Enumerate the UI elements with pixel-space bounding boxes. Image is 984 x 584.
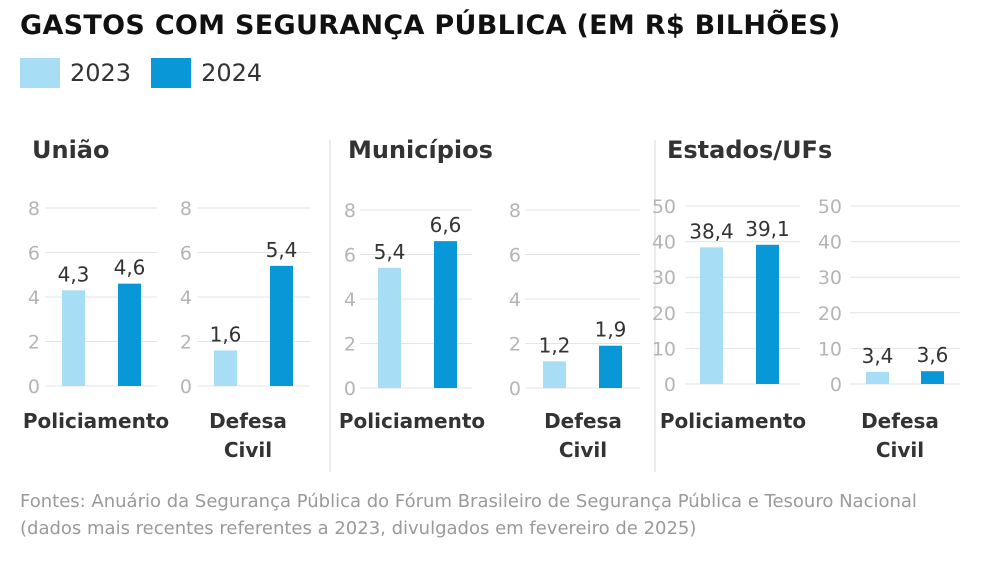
y-tick-label: 20 xyxy=(818,303,842,325)
bar-2023 xyxy=(378,267,401,388)
category-label: Defesa xyxy=(544,409,622,433)
data-label: 5,4 xyxy=(374,240,406,264)
data-label: 4,6 xyxy=(114,256,146,280)
y-tick-label: 4 xyxy=(28,287,40,309)
y-tick-label: 0 xyxy=(830,374,842,396)
y-tick-label: 6 xyxy=(509,245,521,267)
y-tick-label: 30 xyxy=(652,267,676,289)
y-tick-label: 6 xyxy=(180,243,192,265)
bar-2024 xyxy=(118,283,141,386)
group-title-municipios: Municípios xyxy=(348,136,493,164)
legend-item-2024: 2024 xyxy=(151,58,262,88)
category-label: Policiamento xyxy=(660,409,806,433)
legend: 2023 2024 xyxy=(20,58,282,88)
y-tick-label: 50 xyxy=(652,196,676,218)
bar-2024 xyxy=(599,345,622,388)
bar-2024 xyxy=(434,241,457,388)
y-tick-label: 50 xyxy=(818,196,842,218)
bar-2024 xyxy=(921,371,944,384)
legend-item-2023: 2023 xyxy=(20,58,131,88)
category-label: Civil xyxy=(559,438,607,462)
legend-swatch-2024 xyxy=(151,58,192,88)
y-tick-label: 0 xyxy=(344,378,356,400)
group-title-uniao: União xyxy=(32,136,110,164)
y-tick-label: 2 xyxy=(509,334,521,356)
category-label: Civil xyxy=(224,438,272,462)
y-tick-label: 10 xyxy=(818,338,842,360)
data-label: 1,6 xyxy=(210,322,242,346)
legend-swatch-2023 xyxy=(20,58,60,88)
y-tick-label: 20 xyxy=(652,303,676,325)
bar-2023 xyxy=(62,290,85,386)
y-tick-label: 4 xyxy=(509,289,521,311)
legend-label-2024: 2024 xyxy=(201,59,263,87)
y-tick-label: 6 xyxy=(344,245,356,267)
y-tick-label: 0 xyxy=(664,374,676,396)
category-label: Defesa xyxy=(861,409,939,433)
group-title-estados: Estados/UFs xyxy=(667,136,833,164)
y-tick-label: 8 xyxy=(509,200,521,222)
category-label: Defesa xyxy=(209,409,287,433)
y-tick-label: 4 xyxy=(344,289,356,311)
data-label: 38,4 xyxy=(689,219,734,243)
bar-2023 xyxy=(866,371,889,384)
y-tick-label: 40 xyxy=(818,232,842,254)
y-tick-label: 40 xyxy=(652,232,676,254)
chart-title: GASTOS COM SEGURANÇA PÚBLICA (EM R$ BILH… xyxy=(20,10,841,41)
bar-2023 xyxy=(214,350,237,386)
y-tick-label: 30 xyxy=(818,267,842,289)
y-tick-label: 2 xyxy=(28,332,40,354)
category-label: Civil xyxy=(876,438,924,462)
data-label: 6,6 xyxy=(430,213,462,237)
data-label: 1,2 xyxy=(539,333,571,357)
data-label: 3,4 xyxy=(862,344,894,368)
y-tick-label: 4 xyxy=(180,287,192,309)
data-label: 1,9 xyxy=(595,318,627,342)
y-tick-label: 0 xyxy=(509,378,521,400)
y-tick-label: 2 xyxy=(180,332,192,354)
y-tick-label: 10 xyxy=(652,338,676,360)
data-label: 4,3 xyxy=(58,262,90,286)
data-label: 3,6 xyxy=(917,343,949,367)
bar-2024 xyxy=(270,265,293,386)
data-label: 39,1 xyxy=(745,217,790,241)
bar-2024 xyxy=(756,244,779,384)
y-tick-label: 6 xyxy=(28,243,40,265)
category-label: Policiamento xyxy=(23,409,169,433)
bar-2023 xyxy=(700,247,723,384)
source-note: Fontes: Anuário da Segurança Pública do … xyxy=(20,491,917,539)
y-tick-label: 8 xyxy=(180,198,192,220)
legend-label-2023: 2023 xyxy=(70,59,132,87)
bar-2023 xyxy=(543,361,566,388)
y-tick-label: 8 xyxy=(344,200,356,222)
y-tick-label: 8 xyxy=(28,198,40,220)
category-label: Policiamento xyxy=(339,409,485,433)
y-tick-label: 0 xyxy=(28,376,40,398)
y-tick-label: 0 xyxy=(180,376,192,398)
data-label: 5,4 xyxy=(266,238,298,262)
y-tick-label: 2 xyxy=(344,334,356,356)
